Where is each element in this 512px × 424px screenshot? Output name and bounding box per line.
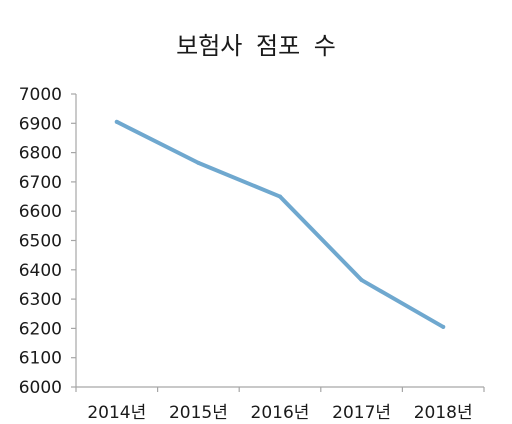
axes	[75, 94, 484, 388]
y-tick-label: 6300	[19, 290, 62, 310]
data-point	[196, 160, 201, 165]
y-tick-label: 6000	[19, 378, 62, 398]
x-tick-label: 2017년	[332, 403, 391, 423]
x-tick-label: 2016년	[251, 403, 310, 423]
data-point	[359, 278, 364, 283]
y-tick-label: 7000	[19, 85, 62, 105]
series-group	[114, 119, 446, 329]
series-line	[114, 119, 446, 329]
y-tick-label: 6600	[19, 202, 62, 222]
x-tick-label: 2015년	[169, 403, 228, 423]
data-point	[278, 194, 282, 199]
y-tick-label: 6100	[19, 349, 62, 369]
y-tick-label: 6500	[19, 232, 62, 252]
data-point	[114, 119, 119, 124]
y-tick-label: 6200	[19, 319, 62, 339]
x-tick-label: 2018년	[414, 403, 473, 423]
y-tick-label: 6700	[19, 173, 62, 193]
x-axis-ticks: 2014년 2015년 2016년 2017년 2018년	[75, 387, 485, 423]
y-tick-label: 6400	[19, 261, 62, 281]
y-axis-ticks: 6000 6100 6200 6300 6400 6500 6600 6700 6800 6900…	[19, 85, 76, 398]
y-tick-label: 6900	[19, 114, 62, 134]
x-tick-label: 2014년	[87, 403, 146, 423]
y-tick-label: 6800	[19, 144, 62, 164]
chart-title: 보험사 점포 수	[176, 32, 336, 60]
data-point	[441, 324, 446, 329]
